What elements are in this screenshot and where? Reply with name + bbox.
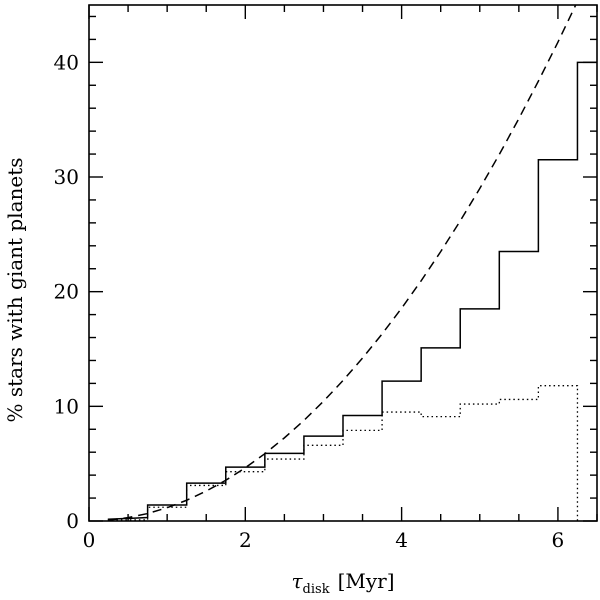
x-tick-label: 6 xyxy=(552,528,565,552)
tick-labels: 0 2 4 6 0 10 20 30 40 xyxy=(54,50,565,552)
x-axis-subscript: disk xyxy=(303,582,330,597)
series-layer xyxy=(107,5,597,521)
series-dotted-step xyxy=(107,385,579,521)
y-tick-label: 10 xyxy=(54,394,79,418)
x-axis-label: τdisk [Myr] xyxy=(291,569,394,597)
y-tick-label: 40 xyxy=(54,50,79,74)
x-axis-symbol: τ xyxy=(291,569,303,593)
y-axis-label: % stars with giant planets xyxy=(3,157,27,422)
y-tick-label: 0 xyxy=(66,509,79,533)
y-tick-label: 20 xyxy=(54,280,79,304)
y-tick-label: 30 xyxy=(54,165,79,189)
x-tick-label: 2 xyxy=(239,528,252,552)
plot-frame xyxy=(88,4,598,522)
series-solid-step xyxy=(107,61,597,521)
axis-ticks xyxy=(88,5,598,522)
series-dashed-curve xyxy=(108,5,577,521)
x-tick-label: 4 xyxy=(395,528,408,552)
x-axis-unit: [Myr] xyxy=(338,569,395,593)
x-tick-label: 0 xyxy=(83,528,96,552)
